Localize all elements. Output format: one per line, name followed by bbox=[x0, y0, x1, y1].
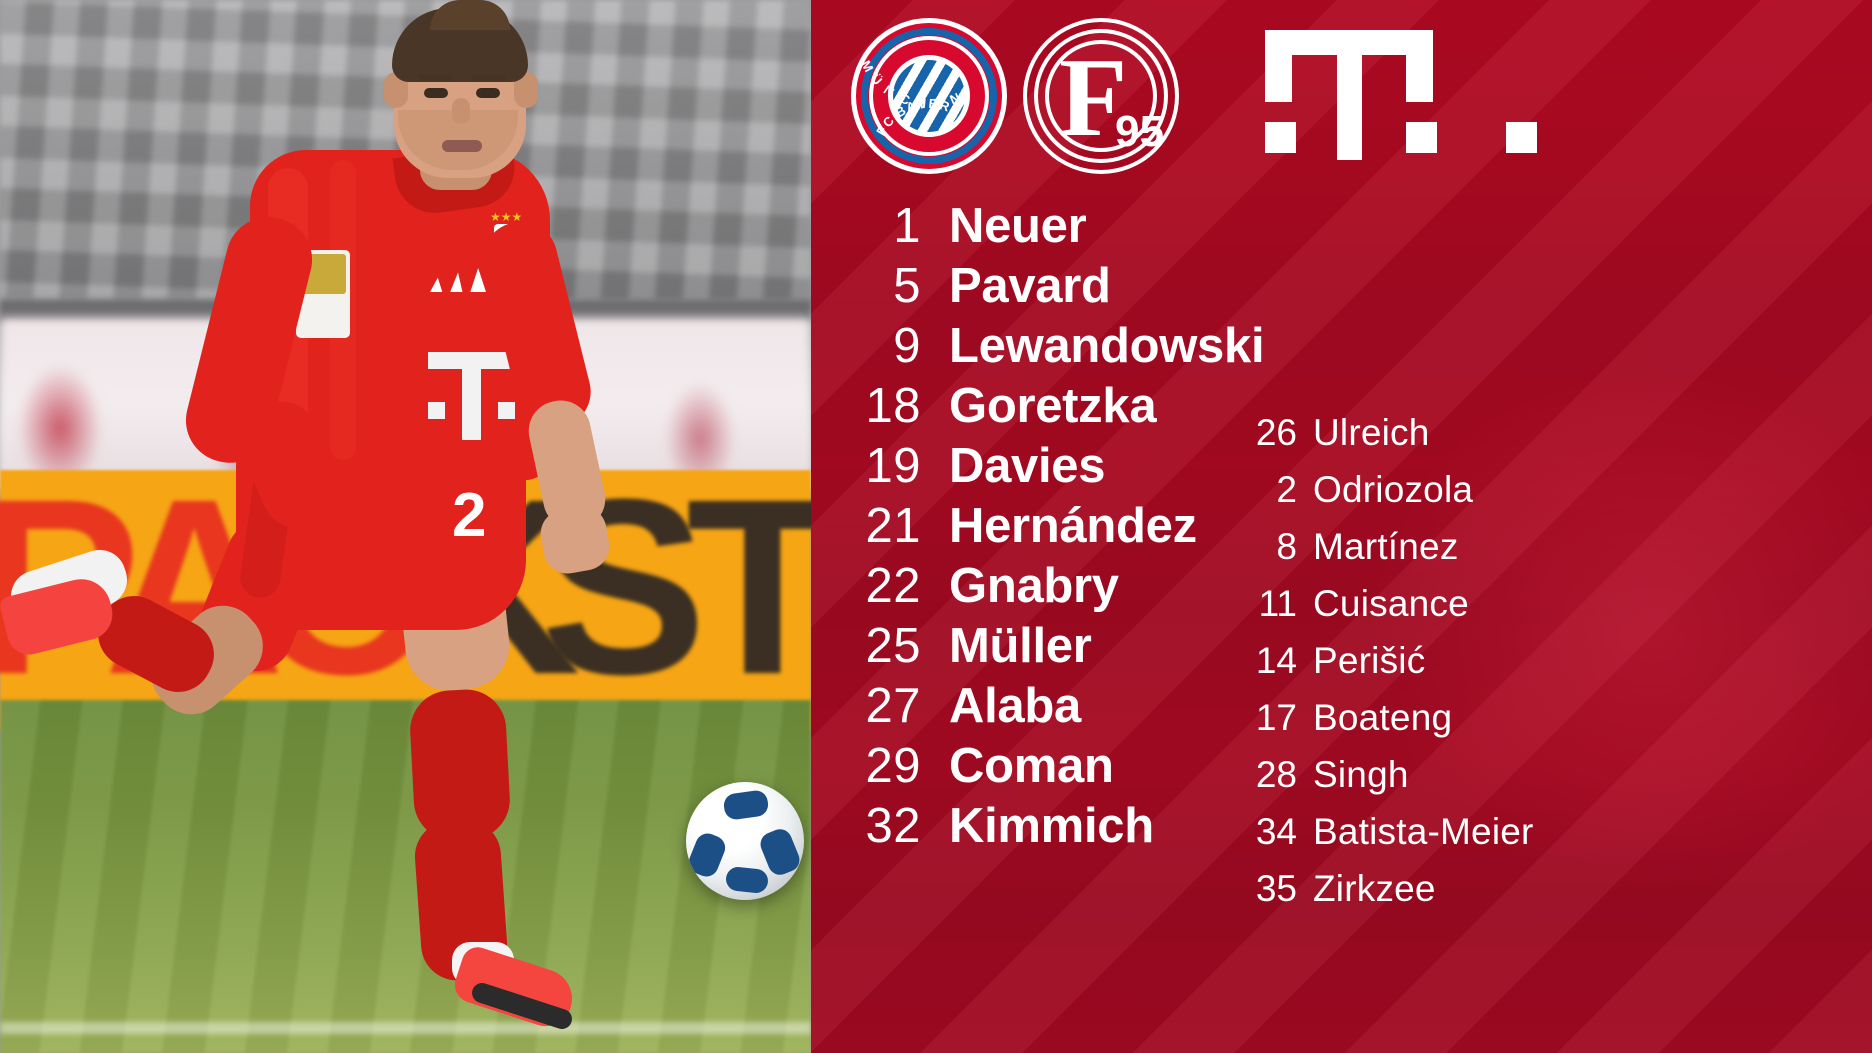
substitute-player-row-name: Boateng bbox=[1313, 697, 1453, 738]
telekom-t-left-hook bbox=[1265, 30, 1292, 102]
starting-player-row-name: Goretzka bbox=[949, 379, 1157, 433]
starting-player-row-number: 29 bbox=[865, 739, 921, 793]
starting-player-row-name: Coman bbox=[949, 739, 1114, 793]
substitute-player-row-name: Perišić bbox=[1313, 640, 1426, 681]
starting-player-row-number: 25 bbox=[865, 619, 921, 673]
starting-player-row-number: 21 bbox=[865, 499, 921, 553]
starting-eleven-list: 1 Neuer 5 Pavard 9 Lewandowski 18 Goretzka 19 Dav… bbox=[811, 196, 1872, 856]
substitute-player-row-number: 8 bbox=[1276, 526, 1297, 567]
crest-bavarian-lozenge bbox=[888, 55, 970, 137]
substitute-player-row-number: 11 bbox=[1258, 583, 1297, 624]
pitch-line bbox=[0, 1022, 811, 1034]
substitute-player-row[interactable]: 26 Ulreich bbox=[1241, 404, 1872, 461]
starting-player-row-number: 27 bbox=[865, 679, 921, 733]
f95-year: 95 bbox=[1115, 107, 1164, 156]
starting-player-row-number: 18 bbox=[865, 379, 921, 433]
starting-player-row-number: 1 bbox=[893, 199, 921, 253]
telekom-t-right-hook bbox=[1406, 30, 1433, 102]
starting-player-row[interactable]: 5 Pavard bbox=[811, 256, 1872, 316]
starting-player-row-number: 19 bbox=[865, 439, 921, 493]
substitute-player-row-number: 26 bbox=[1255, 412, 1297, 453]
starting-player-row-number: 9 bbox=[893, 319, 921, 373]
substitute-player-row[interactable]: 17 Boateng bbox=[1241, 689, 1872, 746]
telekom-dot-3 bbox=[1506, 122, 1537, 153]
starting-player-row[interactable]: 22 Gnabry bbox=[811, 556, 1872, 616]
substitute-player-row[interactable]: 34 Batista-Meier bbox=[1241, 803, 1872, 860]
substitute-player-row-number: 28 bbox=[1255, 754, 1297, 795]
substitute-player-row-number: 14 bbox=[1255, 640, 1297, 681]
starting-player-row-number: 5 bbox=[893, 259, 921, 313]
substitute-player-row-number: 17 bbox=[1255, 697, 1297, 738]
fc-bayern-crest-icon: F C B A Y E R N M Ü N C H E N bbox=[851, 18, 1007, 174]
f95-middle-ring bbox=[1034, 29, 1168, 163]
starting-player-row-name: Davies bbox=[949, 439, 1106, 493]
starting-player-row-name: Pavard bbox=[949, 259, 1111, 313]
football-ball bbox=[686, 782, 804, 900]
telekom-dot-2 bbox=[1406, 122, 1437, 153]
starting-player-row-name: Alaba bbox=[949, 679, 1081, 733]
f95-inner-ring bbox=[1045, 40, 1157, 152]
telekom-dot-1 bbox=[1265, 122, 1296, 153]
starting-player-row[interactable]: 21 Hernández bbox=[811, 496, 1872, 556]
starting-player-row-name: Gnabry bbox=[949, 559, 1119, 613]
telekom-t-logo-icon bbox=[1249, 30, 1549, 160]
substitute-player-row-number: 2 bbox=[1276, 469, 1297, 510]
f95-outer-ring bbox=[1023, 18, 1179, 174]
starting-player-row[interactable]: 29 Coman bbox=[811, 736, 1872, 796]
substitute-player-row[interactable]: 14 Perišić bbox=[1241, 632, 1872, 689]
substitute-player-row-name: Singh bbox=[1313, 754, 1409, 795]
player-photo: P A C K S T bbox=[0, 0, 811, 1053]
starting-player-row[interactable]: 27 Alaba bbox=[811, 676, 1872, 736]
starting-player-row[interactable]: 9 Lewandowski bbox=[811, 316, 1872, 376]
starting-player-row-name: Müller bbox=[949, 619, 1092, 673]
fortuna-duesseldorf-f95-logo-icon: F 95 bbox=[1023, 18, 1179, 174]
starting-player-row-number: 32 bbox=[865, 799, 921, 853]
panel-diagonal-stripes bbox=[811, 0, 1872, 1053]
substitute-player-row-name: Cuisance bbox=[1313, 583, 1469, 624]
substitutes-list: 26 Ulreich 2 Odriozola 8 Martínez 11 Cuisance 14… bbox=[1241, 404, 1872, 917]
panel-gradient-bands bbox=[811, 0, 1872, 1053]
starting-player-row[interactable]: 25 Müller bbox=[811, 616, 1872, 676]
substitute-player-row-name: Batista-Meier bbox=[1313, 811, 1534, 852]
substitute-player-row-name: Odriozola bbox=[1313, 469, 1474, 510]
starting-player-row[interactable]: 18 Goretzka bbox=[811, 376, 1872, 436]
substitute-player-row[interactable]: 2 Odriozola bbox=[1241, 461, 1872, 518]
starting-player-row-name: Kimmich bbox=[949, 799, 1154, 853]
starting-player-row-number: 22 bbox=[865, 559, 921, 613]
f95-letter: F bbox=[1059, 36, 1128, 160]
substitute-player-row[interactable]: 35 Zirkzee bbox=[1241, 860, 1872, 917]
lineup-panel: F C B A Y E R N M Ü N C H E N bbox=[811, 0, 1872, 1053]
logo-row: F C B A Y E R N M Ü N C H E N bbox=[811, 0, 1872, 192]
telekom-t-stem bbox=[1337, 30, 1362, 160]
starting-player-row[interactable]: 32 Kimmich bbox=[811, 796, 1872, 856]
substitute-player-row[interactable]: 11 Cuisance bbox=[1241, 575, 1872, 632]
starting-player-row-name: Neuer bbox=[949, 199, 1087, 253]
starting-player-row-name: Hernández bbox=[949, 499, 1197, 553]
substitute-player-row[interactable]: 28 Singh bbox=[1241, 746, 1872, 803]
starting-player-row[interactable]: 1 Neuer bbox=[811, 196, 1872, 256]
substitute-player-row-name: Martínez bbox=[1313, 526, 1459, 567]
substitute-player-row-number: 34 bbox=[1255, 811, 1297, 852]
starting-player-row-name: Lewandowski bbox=[949, 319, 1265, 373]
pitch-grass bbox=[0, 700, 811, 1053]
starting-player-row[interactable]: 19 Davies bbox=[811, 436, 1872, 496]
substitute-player-row-name: Zirkzee bbox=[1313, 868, 1436, 909]
panel-glow bbox=[1272, 280, 1872, 980]
substitute-player-row-name: Ulreich bbox=[1313, 412, 1430, 453]
crest-blue-ring bbox=[861, 28, 997, 164]
crest-text-bottom: M Ü N C H E N bbox=[858, 57, 962, 112]
substitute-player-row-number: 35 bbox=[1255, 868, 1297, 909]
substitute-player-row[interactable]: 8 Martínez bbox=[1241, 518, 1872, 575]
